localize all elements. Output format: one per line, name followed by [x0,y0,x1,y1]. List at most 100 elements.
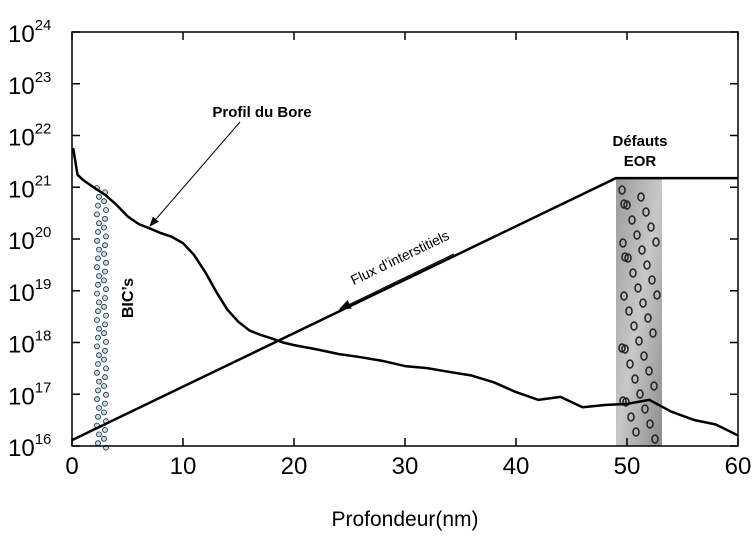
defect-loop [636,389,644,399]
defect-loop [640,351,648,361]
defect-loop [653,290,661,300]
y-tick-base: 10 [8,435,35,462]
defect-loop [631,374,639,384]
defect-loop [652,237,660,247]
defects-annotation: EOR [624,153,657,170]
bic-cluster [102,295,108,301]
y-tick-label: 1016 [8,431,51,462]
bic-cluster [95,334,101,341]
bic-cluster [95,229,101,235]
y-tick-label: 1018 [8,328,51,359]
series-line [71,147,739,437]
bic-cluster [96,325,102,332]
bic-cluster [102,268,108,275]
flux-arrow [338,253,455,310]
defects-annotation: Défauts [612,133,667,150]
defect-loop [634,283,642,293]
defect-loop [635,336,643,346]
bic-cluster [103,312,109,319]
y-tick-label: 1024 [8,17,51,48]
bic-cluster [96,352,102,359]
y-tick-base: 10 [8,176,35,203]
y-tick-base: 10 [8,73,35,100]
defect-loop [647,222,655,232]
bic-cluster [101,435,107,442]
defect-loop [632,427,640,437]
defect-loop [620,291,628,301]
bic-cluster [94,290,100,297]
bic-cluster [103,233,109,240]
y-tick-base: 10 [8,280,35,307]
defect-loop [619,238,627,248]
bic-cluster [103,339,109,345]
annotation-arrow [149,121,241,227]
bic-cluster [102,400,108,407]
series-line [71,176,738,442]
bic-cluster [101,277,107,284]
bic-cluster [101,356,107,363]
y-tick-base: 10 [8,21,35,48]
bic-cluster [102,215,108,222]
y-tick-base: 10 [8,332,35,359]
bic-cluster [95,281,101,288]
defect-loop [651,434,659,444]
bic-cluster [101,198,107,205]
defect-loop [623,200,631,210]
defect-loop [628,215,636,225]
defect-loop [637,192,645,202]
defect-loop [642,207,650,217]
bic-cluster [101,409,107,416]
x-tick-label: 0 [65,453,78,480]
x-tick-label: 60 [725,453,752,480]
bic-cluster [96,299,102,306]
defect-loop [630,321,638,331]
y-tick-exponent: 18 [35,328,52,345]
x-axis-label: Profondeur(nm) [331,508,478,531]
bic-cluster [96,378,102,385]
bics-annotation: BIC’s [120,278,137,318]
bic-cluster [94,343,100,350]
defect-loop [648,275,656,285]
y-tick-label: 1023 [8,69,51,100]
bic-cluster [94,211,100,218]
bic-cluster [102,374,108,381]
defect-loop [641,404,649,414]
y-tick-exponent: 23 [35,69,52,86]
y-tick-base: 10 [8,383,35,410]
y-tick-exponent: 24 [35,17,52,34]
defect-loop [624,253,632,263]
x-tick-label: 40 [503,453,530,480]
x-tick-label: 50 [614,453,641,480]
bic-cluster [103,207,109,213]
bic-cluster [95,308,101,315]
defect-loop [650,381,658,391]
bic-cluster [101,251,107,257]
bic-cluster [96,431,102,438]
bic-cluster [94,396,100,403]
bic-cluster [96,220,102,227]
bic-cluster [95,440,101,447]
bic-cluster [94,264,100,271]
y-tick-exponent: 16 [35,431,52,448]
y-tick-label: 1022 [8,121,51,152]
bic-cluster [101,383,107,389]
y-tick-label: 1019 [8,276,51,307]
bic-cluster [102,347,108,354]
y-tick-label: 1020 [8,224,51,255]
y-tick-base: 10 [8,228,35,255]
y-tick-base: 10 [8,125,35,152]
bic-cluster [95,202,101,209]
defect-loop [626,359,634,369]
defect-loop [639,298,647,308]
x-tick-label: 20 [281,453,308,480]
bic-cluster [95,361,101,367]
y-tick-exponent: 17 [35,379,52,396]
y-tick-exponent: 22 [35,121,52,138]
bic-cluster [95,387,101,394]
bic-cluster [102,321,108,328]
bic-cluster [96,246,102,253]
defect-loop [618,185,626,195]
flux-annotation: Flux d’interstitiels [348,227,452,288]
bic-cluster [95,413,101,420]
